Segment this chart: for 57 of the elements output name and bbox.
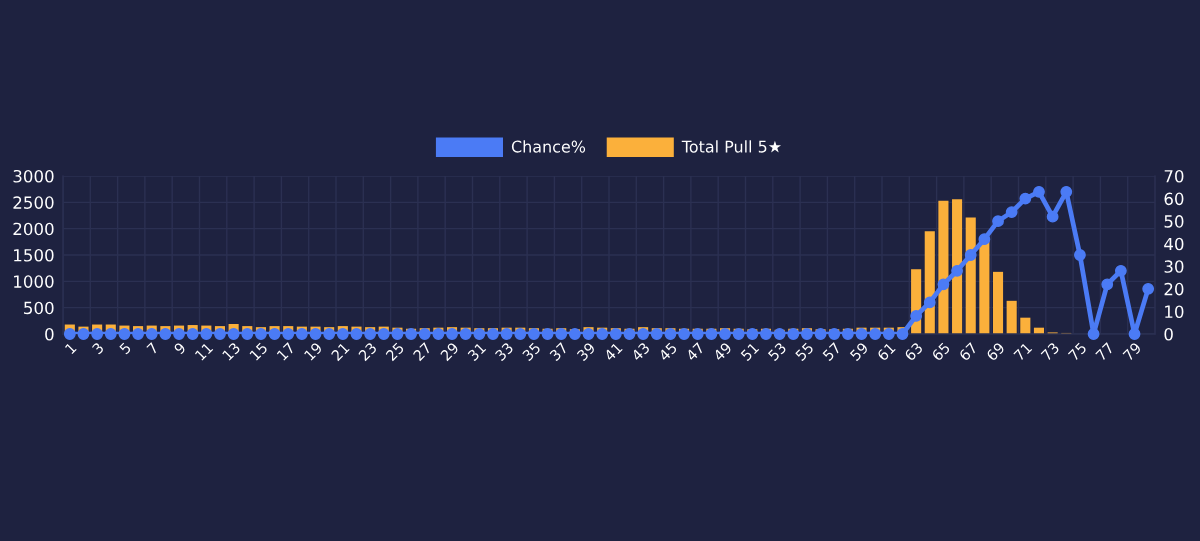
- x-tick-label: 33: [494, 341, 514, 362]
- x-tick-label: 49: [712, 341, 733, 362]
- y2-tick-label: 50: [1164, 215, 1184, 228]
- x-tick-label: 57: [822, 342, 842, 362]
- x-tick-label: 41: [603, 342, 623, 362]
- x-tick-label: 21: [330, 342, 350, 362]
- x-tick-label: 53: [767, 341, 787, 362]
- x-tick-label: 27: [412, 342, 432, 362]
- x-tick-label: 71: [1013, 342, 1033, 362]
- x-tick-label: 65: [931, 342, 951, 362]
- y2-tick-label: 60: [1164, 192, 1184, 206]
- y-tick-label: 500: [24, 301, 54, 315]
- x-tick-label: 69: [985, 341, 1006, 362]
- x-tick-label: 79: [1122, 341, 1142, 362]
- x-tick-label: 9: [173, 341, 187, 355]
- y2-tick-label: 20: [1164, 282, 1184, 296]
- y-tick-label: 1000: [14, 275, 54, 288]
- x-tick-label: 55: [794, 342, 815, 362]
- x-tick-label: 51: [740, 342, 760, 362]
- legend-label: Total Pull 5★: [681, 140, 782, 153]
- x-tick-label: 11: [194, 342, 214, 361]
- x-tick-label: 1: [64, 342, 77, 355]
- y-tick-label: 3000: [13, 169, 54, 183]
- x-tick-label: 47: [685, 342, 705, 362]
- y-tick-label: 2000: [13, 222, 54, 236]
- x-tick-label: 29: [439, 341, 460, 362]
- x-tick-label: 67: [958, 342, 978, 362]
- y2-tick-label: 70: [1164, 169, 1184, 183]
- y-tick-label: 0: [45, 327, 54, 341]
- x-tick-label: 45: [658, 342, 678, 362]
- x-tick-label: 35: [521, 342, 542, 362]
- x-tick-label: 13: [221, 341, 241, 361]
- legend-label: Chance%: [511, 140, 586, 153]
- x-tick-label: 25: [385, 342, 405, 362]
- y2-tick-label: 40: [1164, 237, 1184, 251]
- y2-tick-label: 10: [1165, 305, 1184, 318]
- x-tick-label: 59: [849, 341, 869, 362]
- x-tick-label: 75: [1067, 342, 1088, 362]
- x-tick-label: 39: [576, 341, 596, 362]
- x-tick-label: 77: [1095, 342, 1115, 362]
- x-tick-label: 73: [1040, 341, 1060, 362]
- x-tick-label: 43: [630, 341, 651, 362]
- x-tick-label: 5: [118, 342, 132, 355]
- x-tick-label: 37: [549, 342, 569, 362]
- x-tick-label: 31: [467, 342, 487, 362]
- y2-tick-label: 0: [1164, 327, 1173, 341]
- x-tick-label: 23: [357, 341, 378, 362]
- x-tick-label: 15: [249, 342, 269, 361]
- x-tick-label: 61: [876, 342, 896, 362]
- x-tick-label: 7: [146, 342, 159, 355]
- x-tick-label: 63: [903, 341, 924, 362]
- x-tick-label: 19: [303, 341, 323, 361]
- y-tick-label: 1500: [14, 248, 54, 262]
- y-tick-label: 2500: [13, 196, 54, 209]
- y2-tick-label: 30: [1164, 260, 1184, 273]
- x-tick-label: 3: [91, 341, 105, 355]
- x-tick-label: 17: [276, 342, 296, 361]
